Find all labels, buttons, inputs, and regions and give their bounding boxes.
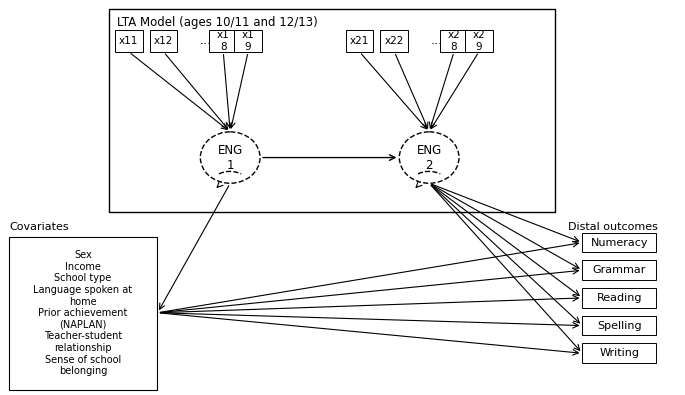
Text: x21: x21 <box>350 36 369 46</box>
Text: x12: x12 <box>154 36 173 46</box>
FancyBboxPatch shape <box>582 316 656 335</box>
FancyBboxPatch shape <box>149 30 177 52</box>
Text: Reading: Reading <box>597 293 642 303</box>
Text: Grammar: Grammar <box>593 265 646 275</box>
Text: x2
8: x2 8 <box>448 30 460 52</box>
FancyBboxPatch shape <box>115 30 142 52</box>
FancyBboxPatch shape <box>582 343 656 363</box>
FancyBboxPatch shape <box>582 260 656 280</box>
FancyBboxPatch shape <box>346 30 373 52</box>
Ellipse shape <box>399 132 459 183</box>
Text: x11: x11 <box>119 36 138 46</box>
FancyBboxPatch shape <box>234 30 262 52</box>
Text: x1
9: x1 9 <box>242 30 255 52</box>
Text: Writing: Writing <box>599 348 639 358</box>
Text: Numeracy: Numeracy <box>590 237 648 248</box>
FancyBboxPatch shape <box>440 30 468 52</box>
Text: ...: ... <box>430 34 442 47</box>
FancyBboxPatch shape <box>582 288 656 308</box>
Text: LTA Model (ages 10/11 and 12/13): LTA Model (ages 10/11 and 12/13) <box>116 16 318 29</box>
Text: x1
8: x1 8 <box>217 30 229 52</box>
FancyBboxPatch shape <box>380 30 408 52</box>
Text: Sex
Income
School type
Language spoken at
home
Prior achievement
(NAPLAN)
Teache: Sex Income School type Language spoken a… <box>34 250 132 376</box>
FancyBboxPatch shape <box>10 237 157 390</box>
FancyBboxPatch shape <box>109 9 555 212</box>
Text: x22: x22 <box>385 36 404 46</box>
FancyBboxPatch shape <box>465 30 493 52</box>
Text: Distal outcomes: Distal outcomes <box>569 222 658 232</box>
Text: Spelling: Spelling <box>597 321 642 331</box>
Text: x2
9: x2 9 <box>473 30 485 52</box>
Text: Covariates: Covariates <box>10 222 69 232</box>
Ellipse shape <box>200 132 260 183</box>
FancyBboxPatch shape <box>582 233 656 252</box>
Text: ENG
1: ENG 1 <box>218 143 242 171</box>
Text: ...: ... <box>199 34 212 47</box>
Text: ENG
2: ENG 2 <box>416 143 442 171</box>
FancyBboxPatch shape <box>210 30 237 52</box>
